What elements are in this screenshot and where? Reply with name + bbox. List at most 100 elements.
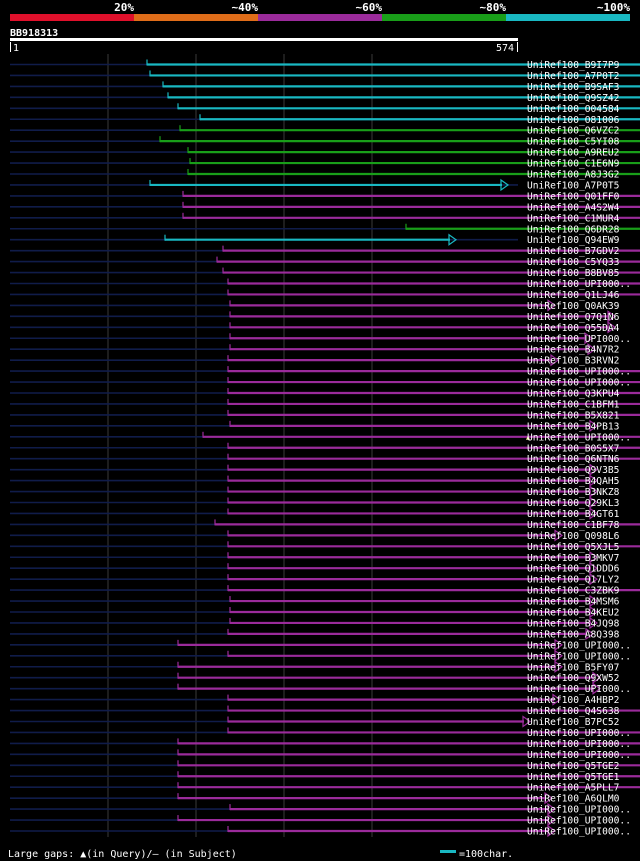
hit-label: UniRef100_UPI000.. [527, 367, 631, 378]
hit-label: UniRef100_Q01FF0 [527, 191, 620, 202]
hit-row [10, 616, 599, 630]
scale-label-80: ~80% [480, 1, 507, 14]
hit-row [10, 638, 564, 652]
hit-end-arrow [589, 496, 599, 509]
hit-row [10, 223, 640, 230]
hit-label: UniRef100_B4KEU2 [527, 608, 619, 619]
hit-label: UniRef100_C1MUR4 [527, 213, 620, 224]
hit-row [10, 59, 640, 66]
hit-row [10, 671, 602, 684]
hit-end-arrow [544, 791, 554, 805]
hit-row [10, 81, 640, 88]
hit-end-arrow [607, 321, 617, 334]
hit-row [10, 824, 557, 838]
query-gap-marker [526, 435, 530, 440]
hit-row [10, 409, 640, 416]
hit-end-arrow [448, 233, 458, 246]
hit-label: UniRef100_Q5TGE1 [527, 772, 620, 783]
hit-label: UniRef100_UPI000.. [527, 728, 631, 739]
hit-end-arrow [589, 485, 599, 498]
ruler-start-label: 1 [13, 43, 19, 54]
hit-row [10, 114, 640, 121]
hit-label: UniRef100_B3NKZ8 [527, 487, 620, 498]
hit-end-arrow [584, 332, 594, 345]
hit-row [10, 572, 599, 586]
hit-end-arrow [589, 605, 599, 619]
hit-row [10, 782, 640, 789]
hit-label: UniRef100_Q7Q1N6 [527, 312, 620, 323]
hit-row [10, 649, 564, 662]
hit-row [10, 366, 640, 373]
hit-end-arrow [589, 572, 599, 586]
hit-row [10, 463, 599, 476]
identity-scale-bar [10, 14, 630, 21]
hit-end-arrow [589, 474, 599, 487]
hit-end-arrow [589, 562, 599, 575]
hit-label: UniRef100_A6QLM0 [527, 794, 620, 805]
hit-label: UniRef100_UPI000.. [527, 739, 631, 750]
hit-row [10, 103, 640, 110]
hit-row [10, 791, 554, 805]
hit-label: UniRef100_C5YQ33 [527, 257, 620, 268]
hit-label: UniRef100_UPI000.. [527, 378, 631, 389]
hit-row [10, 201, 640, 208]
hit-row [10, 321, 617, 334]
hit-label: UniRef100_Q9V3B5 [527, 465, 619, 476]
identity-bin-1 [134, 14, 258, 21]
hit-row [10, 278, 640, 285]
query-name: BB918313 [10, 28, 58, 39]
scale-legend-bar [440, 850, 456, 853]
hit-end-arrow [547, 802, 557, 816]
hit-label: UniRef100_B0S5X7 [527, 443, 620, 454]
hit-label: UniRef100_B9SAF3 [527, 82, 620, 93]
ruler-end-label: 574 [496, 43, 514, 54]
hit-label: UniRef100_Q5TGE2 [527, 761, 619, 772]
hit-row [10, 388, 640, 395]
hit-row [10, 453, 640, 460]
hit-end-arrow [589, 507, 599, 520]
hit-label: UniRef100_C1BFM1 [527, 399, 620, 410]
hit-end-arrow [589, 419, 599, 433]
hit-label: UniRef100_B4JQ98 [527, 618, 620, 629]
hit-row [10, 289, 640, 296]
hit-label: UniRef100_B9I7P9 [527, 60, 620, 71]
hit-label: UniRef100_A8Q398 [527, 629, 620, 640]
hit-end-arrow [592, 671, 602, 684]
hit-end-arrow [554, 660, 564, 673]
hit-end-arrow [500, 178, 510, 192]
hit-label: UniRef100_UPI000.. [527, 279, 631, 290]
hit-label: UniRef100_B5FY07 [527, 662, 620, 673]
hit-end-arrow [550, 353, 560, 367]
hit-label: UniRef100_Q3KPU4 [527, 389, 620, 400]
hit-labels: UniRef100_B9I7P9UniRef100_A7P0T2UniRef10… [527, 60, 631, 838]
hit-row [10, 245, 640, 252]
hit-label: UniRef100_A4S2W4 [527, 202, 620, 213]
hit-row [10, 431, 640, 440]
hit-row [10, 474, 599, 487]
hit-label: UniRef100_B3RVN2 [527, 356, 619, 367]
hit-label: UniRef100_UPI000.. [527, 432, 631, 443]
hit-row [10, 169, 640, 176]
hit-row [10, 310, 617, 323]
hit-row [10, 267, 640, 274]
scale-label-100: ~100% [597, 1, 630, 14]
scale-label-60: ~60% [356, 1, 383, 14]
hit-label: UniRef100_C1BF78 [527, 520, 620, 531]
identity-bin-4 [506, 14, 630, 21]
hit-label: UniRef100_C3ZBK9 [527, 586, 620, 597]
hit-end-arrow [592, 682, 602, 695]
hit-row [10, 136, 640, 143]
hit-label: UniRef100_Q94EW9 [527, 235, 620, 246]
hit-row [10, 92, 640, 99]
scale-label-40: ~40% [232, 1, 259, 14]
hit-label: UniRef100_B4MSM6 [527, 597, 620, 608]
hit-label: UniRef100_B3MKV7 [527, 553, 620, 564]
hit-label: UniRef100_UPI000.. [527, 816, 631, 827]
hit-label: UniRef100_Q9XW52 [527, 673, 619, 684]
hit-label: UniRef100_O04584 [527, 104, 620, 115]
hit-label: UniRef100_Q1DDD6 [527, 564, 620, 575]
hit-rows [10, 59, 640, 838]
hit-row [10, 760, 640, 767]
hit-end-arrow [522, 715, 532, 728]
hit-end-arrow [547, 813, 557, 827]
